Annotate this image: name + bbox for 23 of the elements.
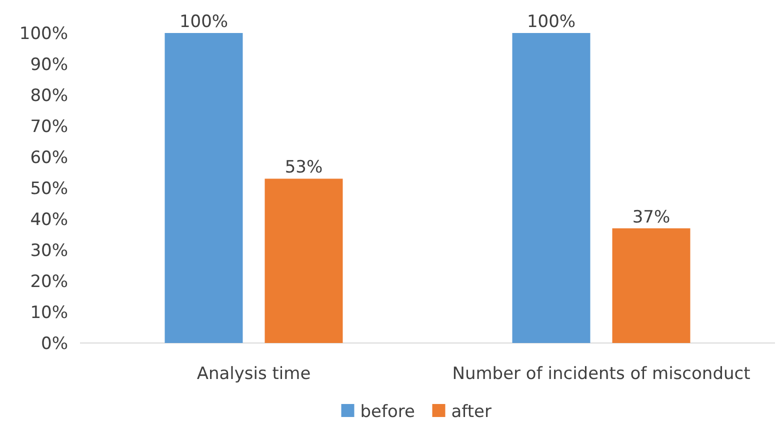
y-tick-label: 80% bbox=[30, 86, 68, 106]
y-tick-label: 0% bbox=[41, 334, 68, 354]
y-tick-label: 30% bbox=[30, 240, 68, 261]
bar bbox=[164, 33, 243, 343]
data-label: 53% bbox=[284, 158, 323, 178]
y-tick-label: 50% bbox=[30, 178, 68, 199]
data-label: 100% bbox=[179, 12, 228, 32]
bar bbox=[264, 178, 343, 343]
y-tick-label: 90% bbox=[30, 54, 68, 75]
legend-label: after bbox=[451, 402, 492, 422]
x-tick-label: Analysis time bbox=[196, 364, 311, 384]
y-tick-label: 70% bbox=[30, 116, 68, 137]
x-tick-label: Number of incidents of misconduct bbox=[452, 364, 751, 384]
bar bbox=[612, 228, 690, 343]
data-label: 37% bbox=[632, 207, 670, 228]
y-tick-label: 10% bbox=[30, 302, 68, 323]
y-tick-label: 40% bbox=[30, 210, 68, 230]
y-tick-label: 60% bbox=[30, 148, 68, 168]
y-tick-label: 100% bbox=[19, 24, 68, 44]
data-label: 100% bbox=[526, 12, 576, 32]
bar bbox=[512, 33, 590, 343]
y-tick-label: 20% bbox=[30, 272, 68, 292]
legend-label: before bbox=[360, 402, 415, 422]
